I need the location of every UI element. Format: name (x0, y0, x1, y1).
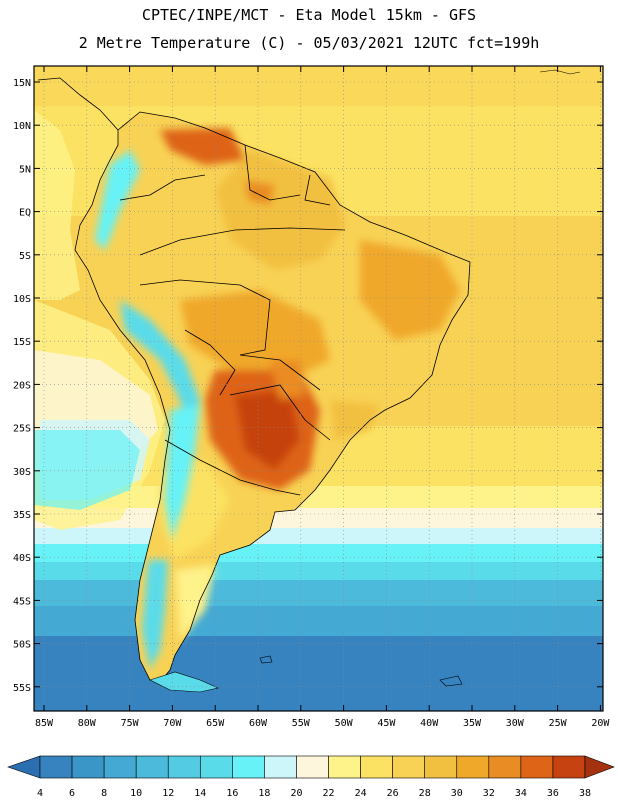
lon-label: 60W (249, 718, 268, 729)
ocean-band-16 (34, 562, 603, 580)
legend-label: 8 (101, 788, 107, 799)
graticule (34, 66, 603, 711)
lon-label: 70W (163, 718, 182, 729)
legend-label: 38 (579, 788, 591, 799)
lon-label: 30W (506, 718, 525, 729)
title-line-2: 2 Metre Temperature (C) - 05/03/2021 12U… (78, 34, 540, 52)
legend-label: 30 (451, 788, 463, 799)
lat-label: 15N (13, 78, 31, 89)
legend-arrow-high (584, 755, 615, 779)
legend-label: 28 (419, 788, 431, 799)
lon-label: 35W (463, 718, 482, 729)
legend-arrow-low (7, 755, 41, 779)
lon-label: 45W (377, 718, 396, 729)
legend-swatch (360, 755, 393, 779)
legend-label: 18 (258, 788, 270, 799)
lat-label: 5N (19, 164, 31, 175)
legend-swatch (488, 755, 522, 779)
country-borders (74, 111, 471, 683)
lon-label: 20W (591, 718, 610, 729)
map-field (34, 66, 603, 711)
legend-label: 10 (130, 788, 142, 799)
map-frame (33, 65, 604, 712)
lat-label: 10N (13, 121, 31, 132)
ocean-band-6 (34, 636, 603, 711)
ocean-band-12 (34, 580, 603, 606)
legend-swatch (167, 755, 201, 779)
lat-label: 50S (13, 640, 31, 651)
lat-label: 20S (13, 380, 31, 391)
lon-label: 25W (549, 718, 568, 729)
lon-label: 40W (420, 718, 439, 729)
legend-label: 32 (483, 788, 495, 799)
legend-label: 14 (194, 788, 206, 799)
ocean-band-18 (34, 544, 603, 562)
lat-label: 15S (13, 337, 31, 348)
lon-label: 80W (78, 718, 97, 729)
ocean-band-20 (34, 528, 603, 544)
lat-label: 5S (19, 251, 31, 262)
lat-label: 35S (13, 510, 31, 521)
legend-swatch (296, 755, 329, 779)
legend-label: 26 (387, 788, 399, 799)
lon-label: 55W (292, 718, 311, 729)
legend-label: 34 (515, 788, 527, 799)
lat-label: 10S (13, 294, 31, 305)
color-legend: 4 6 8 10 12 14 16 18 20 22 24 26 28 30 32 34 36 38 (7, 755, 615, 799)
legend-label: 22 (323, 788, 335, 799)
legend-swatch (39, 755, 73, 779)
lat-label: EQ (19, 208, 31, 219)
lon-label: 75W (121, 718, 140, 729)
legend-label: 24 (355, 788, 367, 799)
legend-swatch (264, 755, 297, 779)
legend-swatch (392, 755, 426, 779)
legend-swatch (135, 755, 169, 779)
legend-label: 4 (37, 788, 43, 799)
legend-swatch (103, 755, 137, 779)
legend-label: 36 (547, 788, 559, 799)
legend-swatch (328, 755, 361, 779)
legend-label: 6 (69, 788, 75, 799)
lon-label: 50W (335, 718, 354, 729)
legend-label: 16 (226, 788, 238, 799)
lat-label: 40S (13, 553, 31, 564)
ocean-band-10 (34, 606, 603, 636)
title-line-1: CPTEC/INPE/MCT - Eta Model 15km - GFS (141, 6, 477, 24)
lon-label: 65W (206, 718, 225, 729)
legend-swatch (199, 755, 233, 779)
lat-label: 55S (13, 683, 31, 694)
lon-label: 85W (35, 718, 54, 729)
legend-swatch (232, 755, 265, 779)
legend-label: 12 (162, 788, 174, 799)
lat-label: 25S (13, 424, 31, 435)
legend-swatch (520, 755, 554, 779)
lat-label: 30S (13, 467, 31, 478)
legend-swatch (456, 755, 490, 779)
lat-label: 45S (13, 596, 31, 607)
legend-label: 20 (290, 788, 302, 799)
legend-swatch (552, 755, 586, 779)
legend-swatch (71, 755, 105, 779)
legend-swatch (424, 755, 458, 779)
